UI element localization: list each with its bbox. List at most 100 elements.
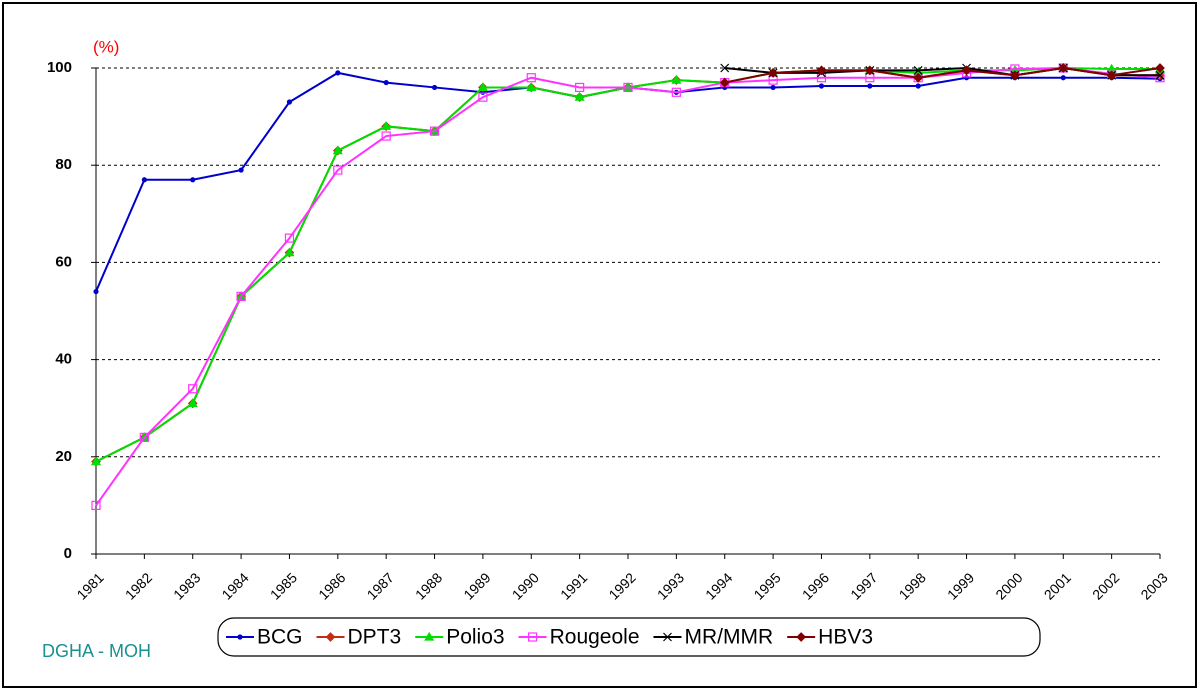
point [526,73,536,83]
x-tick-label: 1986 [315,569,348,602]
x-tick-label: 2003 [1137,569,1170,602]
x-tick-label: 1994 [702,569,735,602]
point [864,65,875,76]
point [190,177,196,183]
series-line [95,71,1161,292]
x-tick-label: 1985 [267,569,300,602]
point [332,145,343,155]
point [1155,70,1165,80]
legend-marker [796,632,807,642]
point [286,99,293,105]
point [913,66,923,75]
legend-label: Polio3 [446,626,504,649]
point [431,84,438,91]
point [961,65,972,76]
point [284,247,295,257]
x-tick-label: 1997 [847,569,880,602]
x-tick-label: 1983 [170,569,203,602]
point [671,74,682,84]
point [770,84,776,91]
legend-marker [325,632,336,642]
x-tick-label: 1993 [654,569,687,602]
x-tick-label: 1987 [364,569,397,602]
x-tick-label: 1982 [122,569,155,602]
point [818,83,825,89]
point [1058,63,1069,73]
x-tick-label: 1995 [750,569,783,602]
point [1060,75,1066,81]
point [574,91,585,101]
point [187,398,198,407]
x-tick-label: 1996 [799,569,832,602]
point [816,65,827,76]
legend-marker [237,634,243,640]
point [141,177,147,183]
point [236,291,246,302]
legend-marker [527,632,538,642]
point [381,121,392,130]
point [1155,73,1165,83]
point [93,288,99,295]
y-tick-label: 100 [47,59,72,76]
y-tick-label: 40 [55,351,72,368]
point [1106,70,1117,81]
point [913,72,924,83]
x-tick-label: 1999 [944,569,977,602]
x-tick-label: 1989 [460,569,493,602]
legend-label: HBV3 [818,626,873,649]
point [381,131,391,141]
x-tick-label: 1992 [605,569,638,602]
point [867,83,873,89]
y-axis-label: (%) [93,37,119,56]
point [477,82,488,92]
legend-label: MR/MMR [685,626,774,649]
point [284,233,295,243]
legend-label: BCG [257,626,303,649]
point [720,63,730,73]
point [575,82,585,93]
x-tick-label: 1991 [557,569,590,602]
x-tick-label: 1981 [73,569,106,602]
point [526,82,537,92]
y-tick-label: 20 [55,448,72,465]
point [478,92,488,102]
point [768,68,778,78]
point [90,456,102,466]
point [139,432,149,442]
x-tick-label: 2000 [992,569,1025,602]
x-tick-label: 1988 [412,569,445,602]
legend-marker [424,631,435,641]
x-tick-label: 1990 [509,569,542,602]
point [1010,70,1020,81]
x-tick-label: 1998 [896,569,929,602]
series-line [95,66,1160,463]
point [333,165,343,175]
x-tick-label: 1984 [218,569,251,602]
point [188,384,198,394]
x-tick-label: 2001 [1041,569,1074,602]
point [429,126,440,136]
point [91,500,101,510]
series-line [95,66,1161,506]
source: DGHA - MOH [42,641,151,661]
y-tick-label: 0 [64,545,72,562]
legend-label: DPT3 [348,626,402,649]
point [238,167,244,173]
legend-box [217,617,1041,657]
point [915,83,921,89]
point [719,77,730,88]
legend-label: Rougeole [550,626,640,649]
legend-marker [663,632,672,642]
point [623,82,633,93]
y-tick-label: 60 [55,253,72,270]
y-tick-label: 80 [55,156,72,173]
x-tick-label: 2002 [1089,569,1122,602]
point [335,70,341,76]
series-line [724,66,1161,84]
point [671,87,681,97]
series-line [95,66,1160,463]
point [383,79,389,86]
point [1155,63,1165,73]
